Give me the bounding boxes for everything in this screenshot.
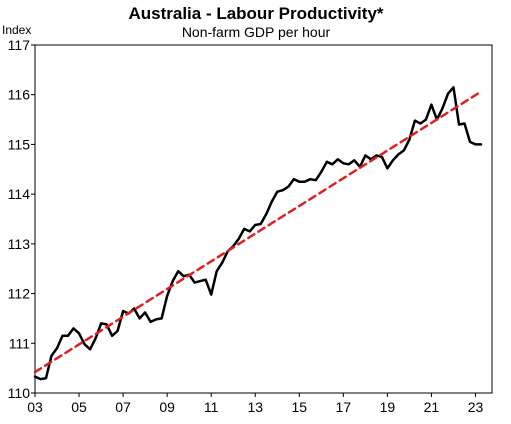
plot-frame	[34, 44, 493, 394]
x-tick-label: 09	[159, 399, 175, 415]
y-tick-label: 112	[8, 286, 31, 302]
x-tick-label: 07	[115, 399, 131, 415]
y-tick-label: 115	[8, 136, 31, 152]
trend-line	[33, 90, 483, 374]
y-tick-label: 113	[8, 236, 31, 252]
x-tick-label: 21	[424, 399, 440, 415]
x-tick-label: 19	[380, 399, 396, 415]
x-tick-label: 17	[336, 399, 352, 415]
plot-area: 110 111 112 113 114 115 116 117 03 05 07 09 11 13 15 1…	[8, 37, 493, 415]
y-axis-label: Index	[2, 23, 31, 37]
x-tick-label: 13	[247, 399, 263, 415]
y-tick-label: 117	[8, 37, 31, 53]
series-layer	[33, 86, 483, 381]
y-axis: 110 111 112 113 114 115 116 117	[8, 37, 35, 401]
y-tick-label: 111	[9, 335, 30, 351]
x-tick-label: 15	[292, 399, 308, 415]
x-tick-label: 03	[27, 399, 43, 415]
chart-title: Australia - Labour Productivity*	[128, 4, 383, 23]
y-tick-label: 114	[8, 186, 31, 202]
x-tick-label: 11	[204, 399, 219, 415]
productivity-line	[33, 86, 483, 381]
x-axis: 03 05 07 09 11 13 15 17 19 21 23	[27, 393, 483, 415]
chart-subtitle: Non-farm GDP per hour	[182, 24, 331, 40]
x-tick-label: 05	[71, 399, 87, 415]
y-tick-label: 116	[8, 87, 31, 103]
x-tick-label: 23	[468, 399, 484, 415]
y-tick-label: 110	[8, 385, 31, 401]
